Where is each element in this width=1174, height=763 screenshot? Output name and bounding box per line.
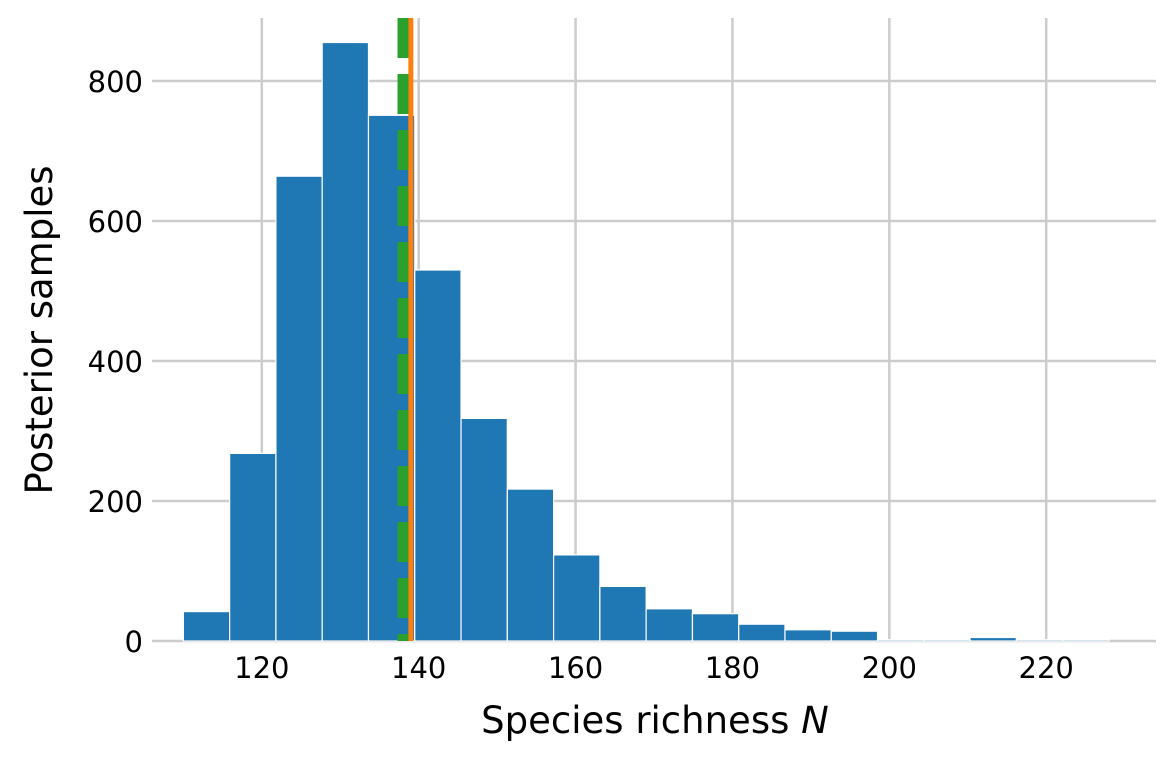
histogram-bar (923, 638, 971, 642)
histogram-bar (876, 638, 925, 642)
x-axis-label: Species richness N (481, 699, 829, 742)
histogram-bar (738, 623, 786, 642)
y-tick-label: 800 (88, 65, 143, 99)
histogram-bar (229, 452, 277, 642)
histogram-bar (182, 610, 231, 642)
x-tick-label: 200 (862, 651, 917, 685)
x-tick-label: 120 (234, 651, 289, 685)
histogram-bar (1015, 638, 1064, 642)
histogram-bar (1062, 638, 1110, 642)
y-tick-label: 0 (125, 625, 143, 659)
x-tick-label: 180 (705, 651, 760, 685)
x-tick-label: 220 (1019, 651, 1074, 685)
histogram-bar (691, 613, 740, 642)
histogram-bar (645, 608, 694, 642)
histogram-bars (182, 41, 1110, 642)
x-tick-label: 160 (548, 651, 603, 685)
histogram-bar (784, 629, 832, 642)
histogram-bar (552, 554, 601, 642)
histogram-bar (969, 636, 1017, 642)
histogram-bar (275, 175, 323, 642)
histogram-bar (414, 269, 462, 642)
y-axis-label: Posterior samples (18, 165, 61, 494)
histogram-bar (830, 630, 879, 642)
y-tick-label: 400 (88, 345, 143, 379)
y-tick-labels: 0 200 400 600 800 (88, 65, 143, 659)
y-tick-label: 600 (88, 205, 143, 239)
reference-lines (397, 18, 414, 641)
histogram-bar (460, 417, 508, 642)
y-tick-label: 200 (88, 485, 143, 519)
histogram-bar (506, 488, 555, 642)
x-tick-labels: 120 140 160 180 200 220 (234, 651, 1074, 685)
histogram-bar (599, 585, 647, 642)
histogram-bar (321, 41, 370, 642)
x-tick-label: 140 (391, 651, 446, 685)
